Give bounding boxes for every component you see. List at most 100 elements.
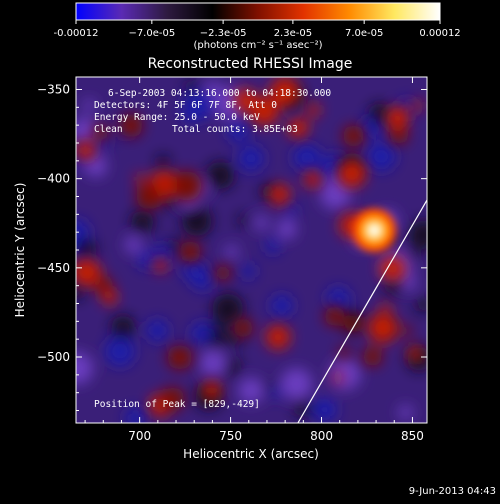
chart-title: Reconstructed RHESSI Image <box>148 56 353 72</box>
emission-texture <box>366 142 396 171</box>
emission-texture <box>179 240 202 263</box>
x-tick-label: 700 <box>128 429 151 443</box>
emission-texture <box>411 100 424 112</box>
emission-texture <box>390 125 409 145</box>
emission-texture <box>408 220 427 250</box>
emission-texture <box>171 171 202 201</box>
colorbar-tick-label: 2.3e-05 <box>274 28 312 39</box>
emission-texture <box>283 203 298 217</box>
emission-texture <box>324 306 345 327</box>
emission-texture <box>76 238 97 260</box>
emission-texture <box>276 219 297 239</box>
emission-texture <box>287 117 309 138</box>
emission-texture <box>202 381 221 400</box>
emission-texture <box>156 154 170 168</box>
annotation-block: 6-Sep-2003 04:13:16.000 to 04:18:30.000 … <box>94 88 331 410</box>
emission-texture <box>406 248 420 262</box>
emission-texture <box>401 275 417 291</box>
emission-texture <box>269 386 283 400</box>
emission-texture <box>268 183 291 206</box>
emission-texture <box>398 405 413 420</box>
emission-texture <box>212 293 244 325</box>
emission-texture <box>368 313 398 343</box>
peak-emission <box>369 225 380 236</box>
x-tick-label: 750 <box>219 429 242 443</box>
emission-texture <box>233 318 253 338</box>
emission-texture <box>240 263 256 279</box>
emission-texture <box>76 286 84 300</box>
annotation-detectors: Detectors: 4F 5F 6F 7F 8F, Att 0 <box>94 100 277 111</box>
emission-texture <box>134 173 146 185</box>
colorbar-tick-label: −2.3e-05 <box>200 28 247 39</box>
annotation-time: 6-Sep-2003 04:13:16.000 to 04:18:30.000 <box>108 88 331 99</box>
colorbar-ticks: -0.00012 −7.0e-05 −2.3e-05 2.3e-05 7.0e-05 0.… <box>54 20 461 39</box>
emission-texture <box>199 349 227 377</box>
emission-texture <box>125 407 147 423</box>
y-tick-label: −500 <box>37 350 70 364</box>
colorbar-unit-label: (photons cm⁻² s⁻¹ asec⁻²) <box>193 40 322 51</box>
emission-texture <box>337 159 367 188</box>
emission-texture <box>401 325 413 337</box>
emission-texture <box>329 358 361 390</box>
emission-texture <box>362 346 383 367</box>
emission-texture <box>104 336 135 367</box>
emission-texture <box>215 265 231 281</box>
emission-texture <box>130 210 154 234</box>
emission-texture <box>320 178 351 210</box>
y-axis-label: Heliocentric Y (arcsec) <box>13 183 27 318</box>
emission-texture <box>342 125 365 147</box>
emission-texture <box>380 302 392 313</box>
emission-texture <box>181 206 212 237</box>
emission-texture <box>136 183 163 210</box>
emission-texture <box>167 239 181 253</box>
emission-texture <box>160 387 185 411</box>
emission-texture <box>206 161 235 190</box>
annotation-energy: Energy Range: 25.0 - 50.0 keV <box>94 112 260 123</box>
emission-texture <box>280 368 312 400</box>
y-tick-label: −450 <box>37 261 70 275</box>
emission-texture <box>368 103 391 126</box>
emission-texture <box>269 77 300 107</box>
emission-texture <box>167 344 193 370</box>
emission-texture <box>254 215 269 231</box>
emission-texture <box>146 319 169 342</box>
emission-texture <box>153 257 168 273</box>
emission-texture <box>293 398 313 417</box>
x-axis-label: Heliocentric X (arcsec) <box>183 447 319 461</box>
emission-texture <box>124 236 142 254</box>
emission-texture <box>416 297 427 313</box>
emission-texture <box>238 377 264 404</box>
colorbar <box>75 2 441 21</box>
emission-texture <box>82 99 96 112</box>
emission-texture <box>304 170 321 188</box>
y-tick-label: −350 <box>37 82 70 96</box>
emission-texture <box>111 315 135 340</box>
emission-texture <box>205 80 221 96</box>
x-tick-label: 800 <box>310 429 333 443</box>
emission-texture <box>306 103 321 117</box>
annotation-counts: Total counts: 3.85E+03 <box>172 124 298 135</box>
emission-texture <box>270 294 293 317</box>
emission-texture <box>293 144 321 171</box>
emission-texture <box>326 286 350 311</box>
emission-texture <box>344 315 362 333</box>
emission-texture <box>227 120 250 143</box>
annotation-method: Clean <box>94 124 123 135</box>
emission-texture <box>385 105 410 130</box>
emission-texture <box>76 257 101 287</box>
emission-texture <box>238 145 264 172</box>
y-axis: −350 −400 −450 −500 <box>37 82 427 412</box>
colorbar-tick-label: −7.0e-05 <box>128 28 175 39</box>
emission-texture <box>84 154 107 177</box>
emission-texture <box>237 214 250 227</box>
emission-texture <box>332 372 344 383</box>
heatmap-image <box>76 77 427 423</box>
solar-limb-line <box>297 199 427 423</box>
emission-texture <box>249 97 279 126</box>
colorbar-tick-label: 7.0e-05 <box>345 28 383 39</box>
x-axis: 700 750 800 850 <box>84 77 424 443</box>
emission-texture <box>264 237 281 254</box>
emission-texture <box>76 141 95 160</box>
emission-texture <box>182 257 206 282</box>
emission-texture <box>224 245 239 259</box>
